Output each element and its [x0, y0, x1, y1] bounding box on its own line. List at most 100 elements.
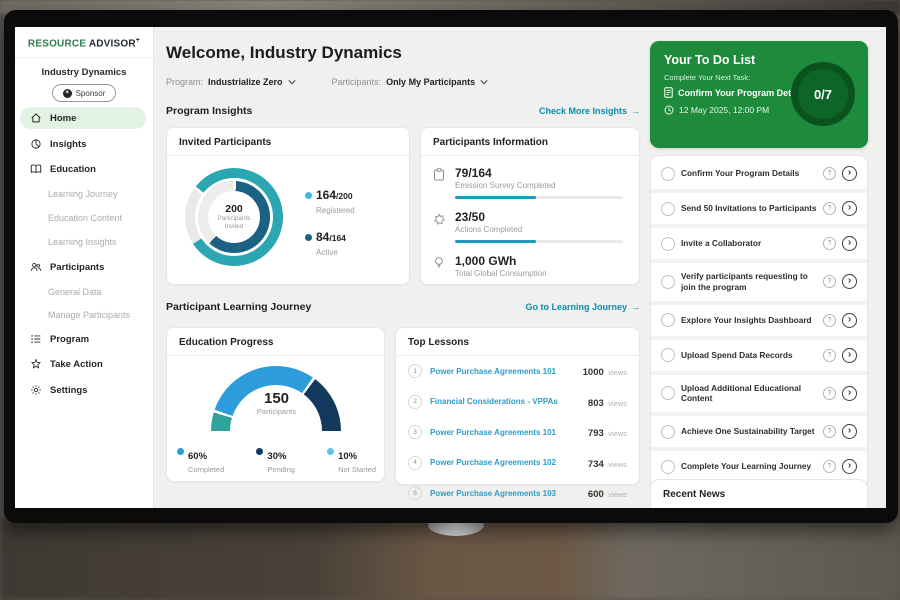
sponsor-badge[interactable]: ✶ Sponsor	[52, 84, 116, 103]
check-more-insights-link[interactable]: Check More Insights →	[538, 106, 640, 116]
task-checkbox[interactable]	[661, 236, 675, 251]
chevron-down-icon	[480, 80, 488, 85]
help-icon[interactable]: ?	[823, 425, 836, 439]
lesson-row: 5 Power Purchase Agreements 103 600 view…	[396, 478, 639, 508]
help-icon[interactable]: ?	[823, 460, 836, 474]
sponsor-label: Sponsor	[75, 88, 106, 98]
progress-fill	[455, 196, 536, 199]
insights-icon	[31, 139, 41, 149]
todo-subtitle: Complete Your Next Task:	[664, 73, 751, 82]
lesson-link[interactable]: Power Purchase Agreements 102	[430, 458, 556, 467]
chevron-right-icon[interactable]: ›	[842, 201, 857, 216]
legend-dot	[305, 192, 312, 199]
task-checkbox[interactable]	[661, 386, 675, 401]
chevron-right-icon[interactable]: ›	[842, 459, 857, 475]
chevron-down-icon	[287, 80, 296, 85]
arrow-right-icon: →	[631, 106, 640, 116]
sidebar-item-education-content[interactable]: Education Content	[48, 213, 123, 223]
task-checkbox[interactable]	[661, 459, 675, 474]
todo-counter: 0/7	[813, 86, 833, 102]
gauge-center-label: Participants	[256, 407, 297, 416]
donut-center-label: Participants Invited	[217, 215, 251, 230]
legend-pending: 30% Pending	[256, 446, 295, 474]
sidebar-item-learning-journey[interactable]: Learning Journey	[48, 189, 118, 199]
top-lessons-card: Top Lessons 1 Power Purchase Agreements …	[395, 327, 640, 500]
sidebar-item-insights[interactable]: Insights	[20, 133, 146, 155]
task-row-invite-collaborator[interactable]: Invite a Collaborator ? ›	[651, 228, 867, 263]
task-checkbox[interactable]	[661, 348, 675, 363]
legend-dot	[305, 234, 312, 241]
card-title: Education Progress	[167, 328, 384, 356]
sidebar-item-settings[interactable]: Settings	[20, 379, 146, 401]
task-checkbox[interactable]	[661, 274, 675, 289]
gauge-legend: 60% Completed 30% Pending 10% Not Started	[177, 446, 376, 474]
help-icon[interactable]: ?	[823, 202, 836, 215]
chevron-right-icon[interactable]: ›	[842, 236, 857, 251]
help-icon[interactable]: ?	[823, 386, 836, 400]
donut-center-value: 200	[225, 203, 243, 216]
lesson-row: 1 Power Purchase Agreements 101 1000 vie…	[396, 356, 639, 387]
chevron-right-icon[interactable]: ›	[842, 274, 857, 290]
task-checkbox[interactable]	[661, 201, 675, 216]
recent-news-card: Recent News	[650, 479, 868, 508]
task-row-achieve-sustainability-target[interactable]: Achieve One Sustainability Target ? ›	[651, 416, 867, 452]
progress-track	[455, 196, 623, 199]
sidebar-item-general-data[interactable]: General Data	[48, 287, 102, 297]
lesson-link[interactable]: Power Purchase Agreements 101	[430, 427, 556, 437]
invited-donut-chart: 200 Participants Invited	[185, 168, 283, 266]
todo-tasks-card: Confirm Your Program Details ? › Send 50…	[650, 155, 868, 508]
task-row-verify-participants[interactable]: Verify participants requesting to join t…	[651, 263, 867, 305]
recent-news-title: Recent News	[663, 489, 726, 500]
program-insights-header: Program Insights Check More Insights →	[166, 105, 640, 117]
task-row-confirm-program-details[interactable]: Confirm Your Program Details ? ›	[651, 158, 867, 193]
help-icon[interactable]: ?	[823, 313, 836, 327]
task-row-explore-insights[interactable]: Explore Your Insights Dashboard ? ›	[651, 305, 867, 340]
stat-actions-completed: 23/50 Actions Completed	[433, 210, 629, 243]
sidebar-item-education[interactable]: Education	[20, 158, 146, 180]
arrow-right-icon: →	[631, 302, 640, 312]
lesson-link[interactable]: Power Purchase Agreements 103	[430, 488, 556, 498]
sidebar-item-learning-insights[interactable]: Learning Insights	[48, 237, 117, 247]
task-row-upload-educational-content[interactable]: Upload Additional Educational Content ? …	[651, 375, 867, 417]
app-logo: RESOURCE ADVISOR+	[15, 27, 153, 59]
task-checkbox[interactable]	[661, 313, 675, 328]
todo-summary-card: Your To Do List Complete Your Next Task:…	[650, 41, 868, 148]
task-checkbox[interactable]	[661, 166, 675, 181]
learning-journey-header: Participant Learning Journey Go to Learn…	[166, 301, 640, 313]
participants-filter[interactable]: Participants: Only My Participants	[332, 77, 489, 87]
dashboard-screen: RESOURCE ADVISOR+ Industry Dynamics ✶ Sp…	[15, 27, 886, 508]
go-to-learning-journey-link[interactable]: Go to Learning Journey →	[525, 302, 640, 312]
chevron-right-icon[interactable]: ›	[842, 385, 857, 401]
sidebar-item-home[interactable]: Home	[20, 107, 146, 129]
help-icon[interactable]: ?	[823, 275, 836, 289]
stat-global-consumption: 1,000 GWh Total Global Consumption	[433, 254, 629, 278]
todo-next-task: Confirm Your Program Details	[664, 87, 806, 98]
lesson-rank: 4	[408, 455, 422, 470]
home-icon	[31, 113, 41, 123]
lesson-link[interactable]: Power Purchase Agreements 101	[430, 366, 556, 376]
help-icon[interactable]: ?	[823, 348, 836, 362]
lesson-row: 3 Power Purchase Agreements 101 793 view…	[396, 417, 639, 448]
task-row-send-invitations[interactable]: Send 50 Invitations to Participants ? ›	[651, 193, 867, 228]
lesson-row: 2 Financial Considerations - VPPAs 803 v…	[396, 387, 639, 418]
consumption-icon	[433, 254, 447, 278]
page-title: Welcome, Industry Dynamics	[166, 43, 402, 62]
sidebar-item-participants[interactable]: Participants	[20, 256, 146, 278]
chevron-right-icon[interactable]: ›	[842, 347, 857, 363]
sidebar-item-manage-participants[interactable]: Manage Participants	[48, 310, 131, 320]
help-icon[interactable]: ?	[823, 237, 836, 250]
sidebar-item-take-action[interactable]: Take Action	[20, 353, 146, 375]
chevron-right-icon[interactable]: ›	[842, 166, 857, 181]
task-checkbox[interactable]	[661, 424, 675, 439]
sidebar-item-program[interactable]: Program	[20, 328, 146, 350]
program-filter[interactable]: Program: Industrialize Zero	[166, 77, 296, 87]
lesson-link[interactable]: Financial Considerations - VPPAs	[430, 397, 558, 406]
chevron-right-icon[interactable]: ›	[842, 424, 857, 440]
education-progress-card: Education Progress 150 Participants 60% C…	[166, 327, 385, 482]
task-row-upload-spend-data[interactable]: Upload Spend Data Records ? ›	[651, 340, 867, 375]
chevron-right-icon[interactable]: ›	[842, 312, 857, 328]
filters-row: Program: Industrialize Zero Participants…	[166, 77, 488, 87]
help-icon[interactable]: ?	[823, 167, 836, 180]
todo-title: Your To Do List	[664, 53, 756, 67]
survey-icon	[433, 166, 447, 199]
